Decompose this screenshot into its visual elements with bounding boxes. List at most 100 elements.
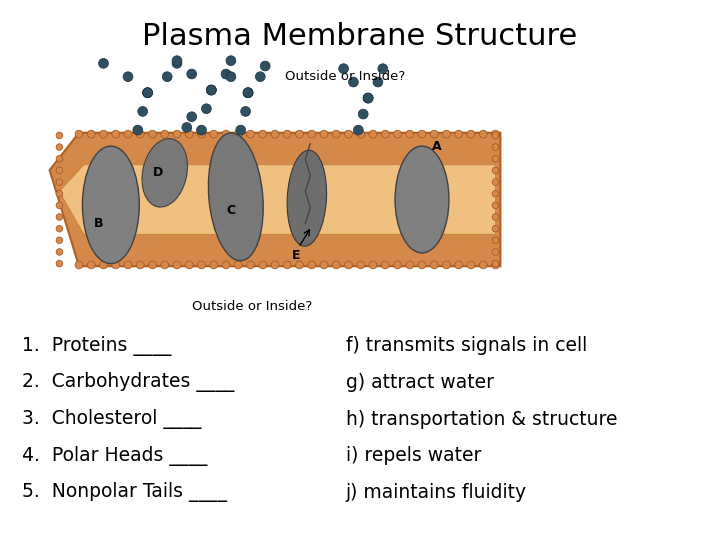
- Circle shape: [186, 112, 197, 122]
- Circle shape: [258, 130, 266, 138]
- Circle shape: [136, 130, 144, 138]
- Circle shape: [210, 261, 217, 269]
- Circle shape: [222, 130, 230, 138]
- Circle shape: [123, 72, 133, 82]
- Text: D: D: [153, 166, 163, 179]
- Circle shape: [185, 261, 193, 269]
- Circle shape: [172, 56, 182, 65]
- Circle shape: [185, 130, 193, 138]
- Circle shape: [492, 179, 499, 185]
- Circle shape: [197, 125, 207, 135]
- Circle shape: [373, 77, 383, 87]
- Circle shape: [99, 261, 107, 269]
- Circle shape: [271, 130, 279, 138]
- Circle shape: [369, 261, 377, 269]
- Circle shape: [240, 106, 251, 116]
- Circle shape: [148, 261, 156, 269]
- Polygon shape: [50, 133, 500, 266]
- Circle shape: [443, 130, 451, 138]
- Circle shape: [308, 130, 315, 138]
- Text: E: E: [292, 249, 301, 262]
- Circle shape: [112, 130, 120, 138]
- Circle shape: [338, 64, 348, 73]
- Circle shape: [75, 130, 83, 138]
- Circle shape: [143, 88, 153, 98]
- Circle shape: [345, 261, 352, 269]
- Circle shape: [492, 237, 499, 244]
- Circle shape: [443, 261, 451, 269]
- Circle shape: [492, 202, 499, 208]
- Circle shape: [258, 261, 266, 269]
- Text: i) repels water: i) repels water: [346, 446, 481, 465]
- Circle shape: [431, 261, 438, 269]
- Text: h) transportation & structure: h) transportation & structure: [346, 409, 617, 429]
- Circle shape: [197, 261, 205, 269]
- Circle shape: [56, 179, 63, 185]
- Circle shape: [136, 261, 144, 269]
- Circle shape: [226, 72, 236, 82]
- Circle shape: [143, 88, 153, 98]
- Circle shape: [226, 56, 236, 65]
- Circle shape: [467, 261, 475, 269]
- Circle shape: [56, 260, 63, 267]
- Circle shape: [378, 64, 387, 73]
- Text: 5.  Nonpolar Tails ____: 5. Nonpolar Tails ____: [22, 482, 227, 503]
- Circle shape: [87, 130, 95, 138]
- Circle shape: [235, 125, 246, 135]
- Circle shape: [112, 261, 120, 269]
- Text: 3.  Cholesterol ____: 3. Cholesterol ____: [22, 409, 201, 429]
- Circle shape: [133, 125, 143, 135]
- Circle shape: [467, 130, 475, 138]
- Circle shape: [56, 191, 63, 197]
- Circle shape: [357, 130, 364, 138]
- Circle shape: [221, 69, 231, 79]
- Circle shape: [363, 93, 373, 103]
- Circle shape: [173, 130, 181, 138]
- Circle shape: [87, 261, 95, 269]
- Circle shape: [222, 261, 230, 269]
- Circle shape: [56, 144, 63, 151]
- Circle shape: [246, 261, 254, 269]
- Circle shape: [243, 88, 253, 98]
- Circle shape: [418, 261, 426, 269]
- Circle shape: [406, 130, 414, 138]
- Circle shape: [162, 72, 172, 82]
- Circle shape: [394, 261, 402, 269]
- Circle shape: [56, 167, 63, 174]
- Circle shape: [56, 202, 63, 208]
- Circle shape: [320, 261, 328, 269]
- Circle shape: [382, 130, 390, 138]
- Circle shape: [492, 225, 499, 232]
- Circle shape: [173, 261, 181, 269]
- Circle shape: [161, 261, 168, 269]
- Text: 2.  Carbohydrates ____: 2. Carbohydrates ____: [22, 372, 234, 393]
- Circle shape: [99, 58, 109, 68]
- Circle shape: [56, 237, 63, 244]
- Circle shape: [143, 88, 153, 98]
- Circle shape: [246, 130, 254, 138]
- Circle shape: [197, 130, 205, 138]
- Circle shape: [284, 130, 291, 138]
- Ellipse shape: [208, 133, 264, 261]
- Circle shape: [480, 130, 487, 138]
- Circle shape: [138, 106, 148, 116]
- Circle shape: [182, 123, 192, 132]
- Text: Outside or Inside?: Outside or Inside?: [285, 70, 405, 83]
- Circle shape: [431, 130, 438, 138]
- Circle shape: [354, 125, 363, 135]
- Circle shape: [234, 261, 242, 269]
- Circle shape: [56, 156, 63, 162]
- Text: C: C: [226, 204, 235, 217]
- Circle shape: [320, 130, 328, 138]
- Circle shape: [492, 144, 499, 151]
- Circle shape: [207, 85, 216, 95]
- Circle shape: [243, 88, 253, 98]
- Circle shape: [455, 130, 463, 138]
- Circle shape: [492, 132, 499, 139]
- Circle shape: [210, 130, 217, 138]
- Text: f) transmits signals in cell: f) transmits signals in cell: [346, 336, 587, 355]
- Circle shape: [243, 88, 253, 98]
- Text: A: A: [432, 140, 441, 153]
- Circle shape: [492, 130, 500, 138]
- Circle shape: [148, 130, 156, 138]
